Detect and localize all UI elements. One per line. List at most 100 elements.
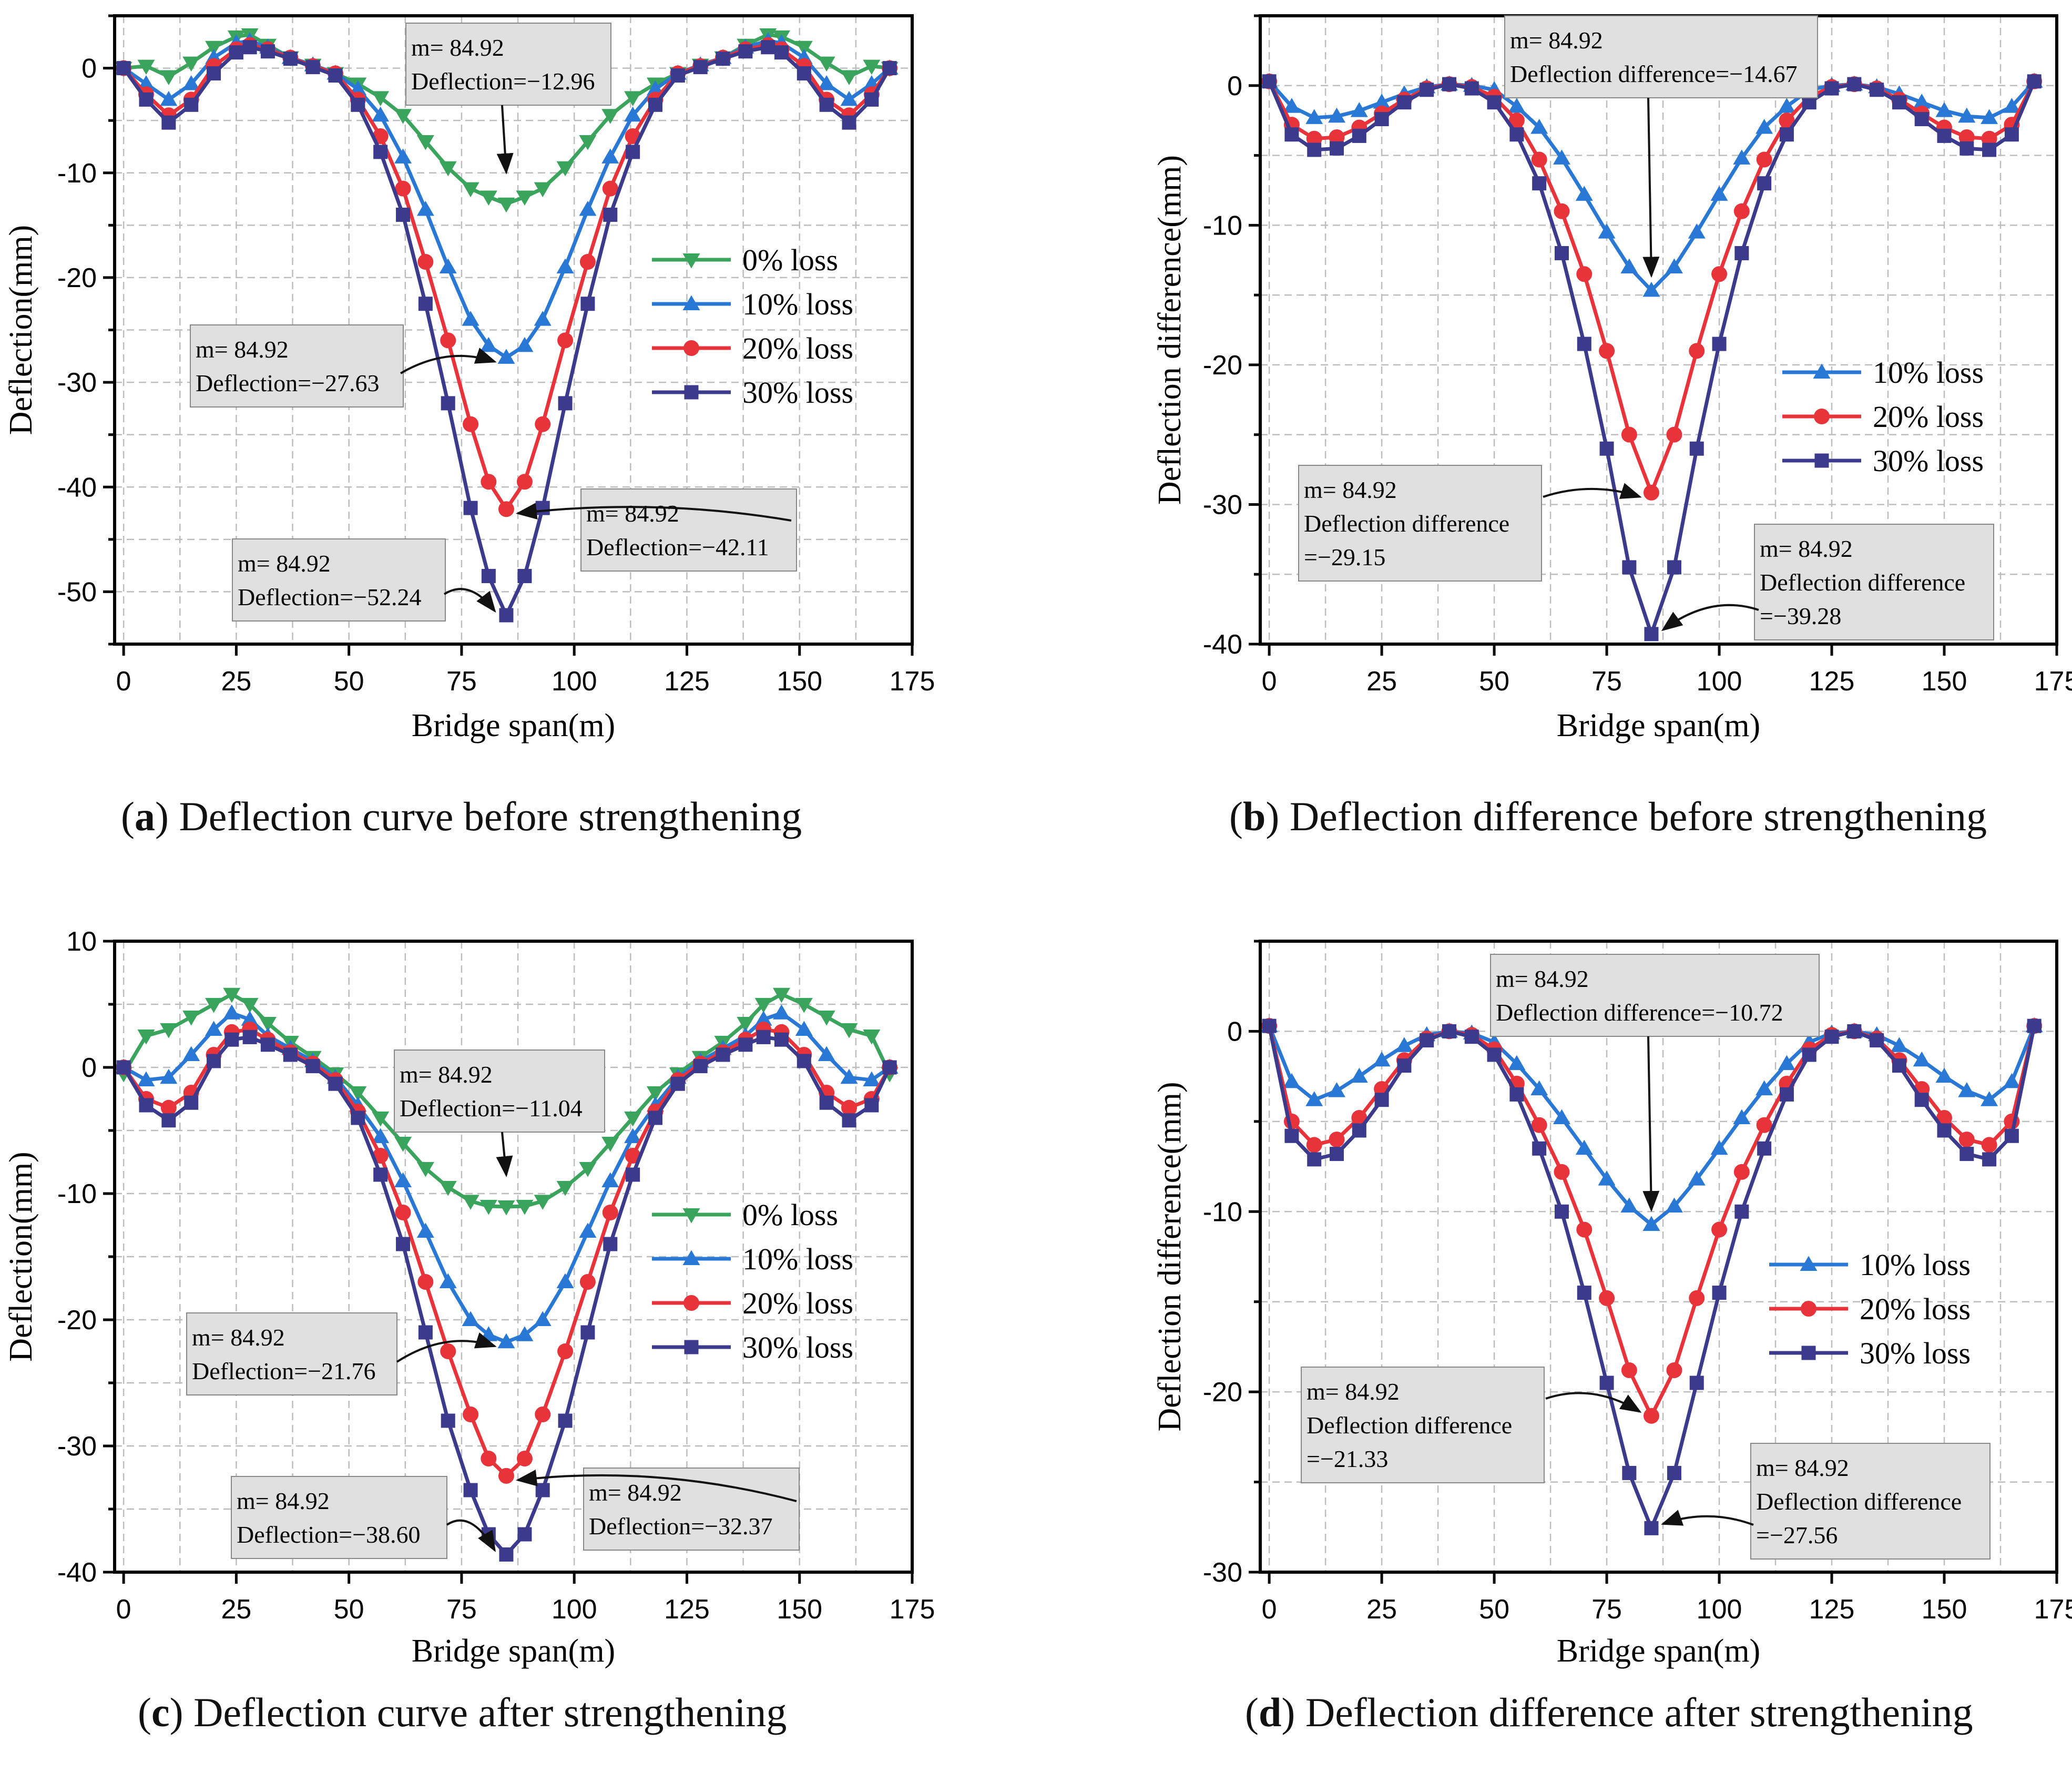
- annotation-box: [1298, 465, 1542, 582]
- y-tick-label: -10: [1203, 1197, 1242, 1227]
- annotation: m= 84.92 Deflection difference =−29.15: [1298, 465, 1642, 582]
- data-point: [1575, 1139, 1593, 1155]
- data-point: [603, 207, 618, 222]
- data-point: [646, 80, 664, 96]
- data-point: [1306, 1137, 1322, 1153]
- data-point: [394, 109, 412, 124]
- data-point: [516, 190, 534, 206]
- data-point: [1733, 149, 1751, 165]
- data-point: [1395, 1037, 1413, 1052]
- data-point: [534, 182, 552, 198]
- y-tick-label: -40: [1203, 629, 1242, 660]
- annotation-box: [231, 1476, 447, 1559]
- x-tick-label: 0: [116, 1594, 131, 1625]
- data-point: [1665, 1197, 1683, 1213]
- legend-marker: [1801, 1346, 1816, 1360]
- data-point: [534, 1195, 552, 1210]
- data-point: [259, 1017, 277, 1032]
- data-point: [182, 75, 200, 90]
- data-point: [818, 56, 835, 72]
- data-point: [1305, 1091, 1323, 1106]
- annotation-text: m= 84.92: [237, 1487, 330, 1514]
- data-point: [1352, 1123, 1366, 1138]
- caption-a: (a) Deflection curve before strengthenin…: [121, 793, 802, 839]
- data-point: [772, 1004, 790, 1020]
- data-point: [1530, 1080, 1548, 1096]
- data-point: [160, 90, 178, 106]
- annotation: m= 84.92 Deflection=−32.37: [515, 1468, 800, 1551]
- x-tick-label: 125: [664, 1594, 710, 1625]
- data-point: [417, 254, 434, 270]
- data-point: [479, 1200, 497, 1215]
- x-tick-label: 175: [890, 666, 935, 697]
- data-point: [818, 75, 835, 90]
- legend-marker: [1800, 1256, 1818, 1271]
- data-point: [137, 1030, 155, 1045]
- data-point: [394, 148, 412, 164]
- annotation-box: [1504, 15, 1818, 98]
- y-axis-label: Deflection difference(mm): [1152, 1082, 1188, 1431]
- annotation-text: Deflection difference: [1307, 1412, 1512, 1439]
- data-point: [1802, 1047, 1816, 1062]
- data-point: [646, 1086, 664, 1102]
- data-point: [223, 987, 241, 1003]
- data-point: [2004, 127, 2019, 142]
- data-point: [1688, 1170, 1706, 1186]
- y-tick-label: -40: [57, 472, 97, 503]
- data-point: [497, 1200, 515, 1216]
- x-tick-label: 75: [1591, 666, 1622, 697]
- annotation-text: Deflection difference: [1304, 510, 1509, 537]
- data-point: [137, 1071, 155, 1086]
- data-point: [1531, 1117, 1547, 1133]
- data-point: [648, 1110, 662, 1125]
- annotation-arrow: [515, 503, 792, 522]
- legend-marker: [682, 1208, 700, 1224]
- data-point: [1913, 94, 1931, 109]
- axes: 0 25 50 75 100 125 150 175 0 -10 -20 -30 Bridge span…: [1152, 940, 2072, 1669]
- data-point: [479, 190, 497, 206]
- data-point: [1665, 258, 1683, 273]
- annotation-text: m= 84.92: [196, 336, 289, 363]
- annotation-text: m= 84.92: [586, 500, 679, 527]
- data-point: [579, 135, 597, 150]
- annotation-arrow: [1545, 1392, 1642, 1413]
- annotation-text: =−27.56: [1756, 1522, 1838, 1548]
- axes: 0 25 50 75 100 125 150 175 0 -10 -20 -30 -40 -50 Bridg…: [3, 14, 935, 743]
- annotation-text: m= 84.92: [1496, 965, 1589, 992]
- data-point: [1914, 1093, 1929, 1107]
- data-point: [819, 97, 834, 112]
- data-point: [260, 1037, 275, 1052]
- data-point: [1620, 258, 1638, 273]
- data-point: [1689, 441, 1704, 456]
- annotation-box: [405, 23, 611, 106]
- legend-label: 10% loss: [1860, 1248, 1971, 1282]
- legend-label: 30% loss: [742, 1330, 853, 1364]
- x-tick-label: 0: [1262, 666, 1277, 697]
- data-point: [579, 1162, 597, 1177]
- data-point: [2027, 1018, 2042, 1033]
- data-point: [626, 1167, 640, 1182]
- annotation-arrow: [396, 1332, 497, 1363]
- data-point: [535, 1407, 551, 1422]
- data-point: [754, 998, 772, 1013]
- data-point: [1621, 426, 1637, 443]
- data-point: [1373, 94, 1391, 109]
- data-point: [1508, 113, 1525, 129]
- annotation-text: Deflection difference=−10.72: [1496, 999, 1783, 1026]
- data-point: [224, 1032, 239, 1047]
- data-point: [2003, 1073, 2020, 1088]
- x-tick-label: 75: [1591, 1594, 1622, 1625]
- data-point: [603, 1237, 618, 1251]
- data-point: [481, 474, 497, 490]
- y-axis-label: Deflection(mm): [3, 1152, 39, 1361]
- data-point: [670, 68, 685, 83]
- series-b-2: [1262, 74, 2042, 641]
- data-point: [1374, 112, 1389, 127]
- annotation-box: [1301, 1367, 1545, 1483]
- data-point: [1598, 1170, 1616, 1186]
- data-point: [1508, 98, 1526, 113]
- data-point: [1711, 266, 1728, 282]
- data-point: [1420, 1033, 1434, 1048]
- data-point: [1666, 1362, 1682, 1378]
- data-point: [1330, 1147, 1344, 1162]
